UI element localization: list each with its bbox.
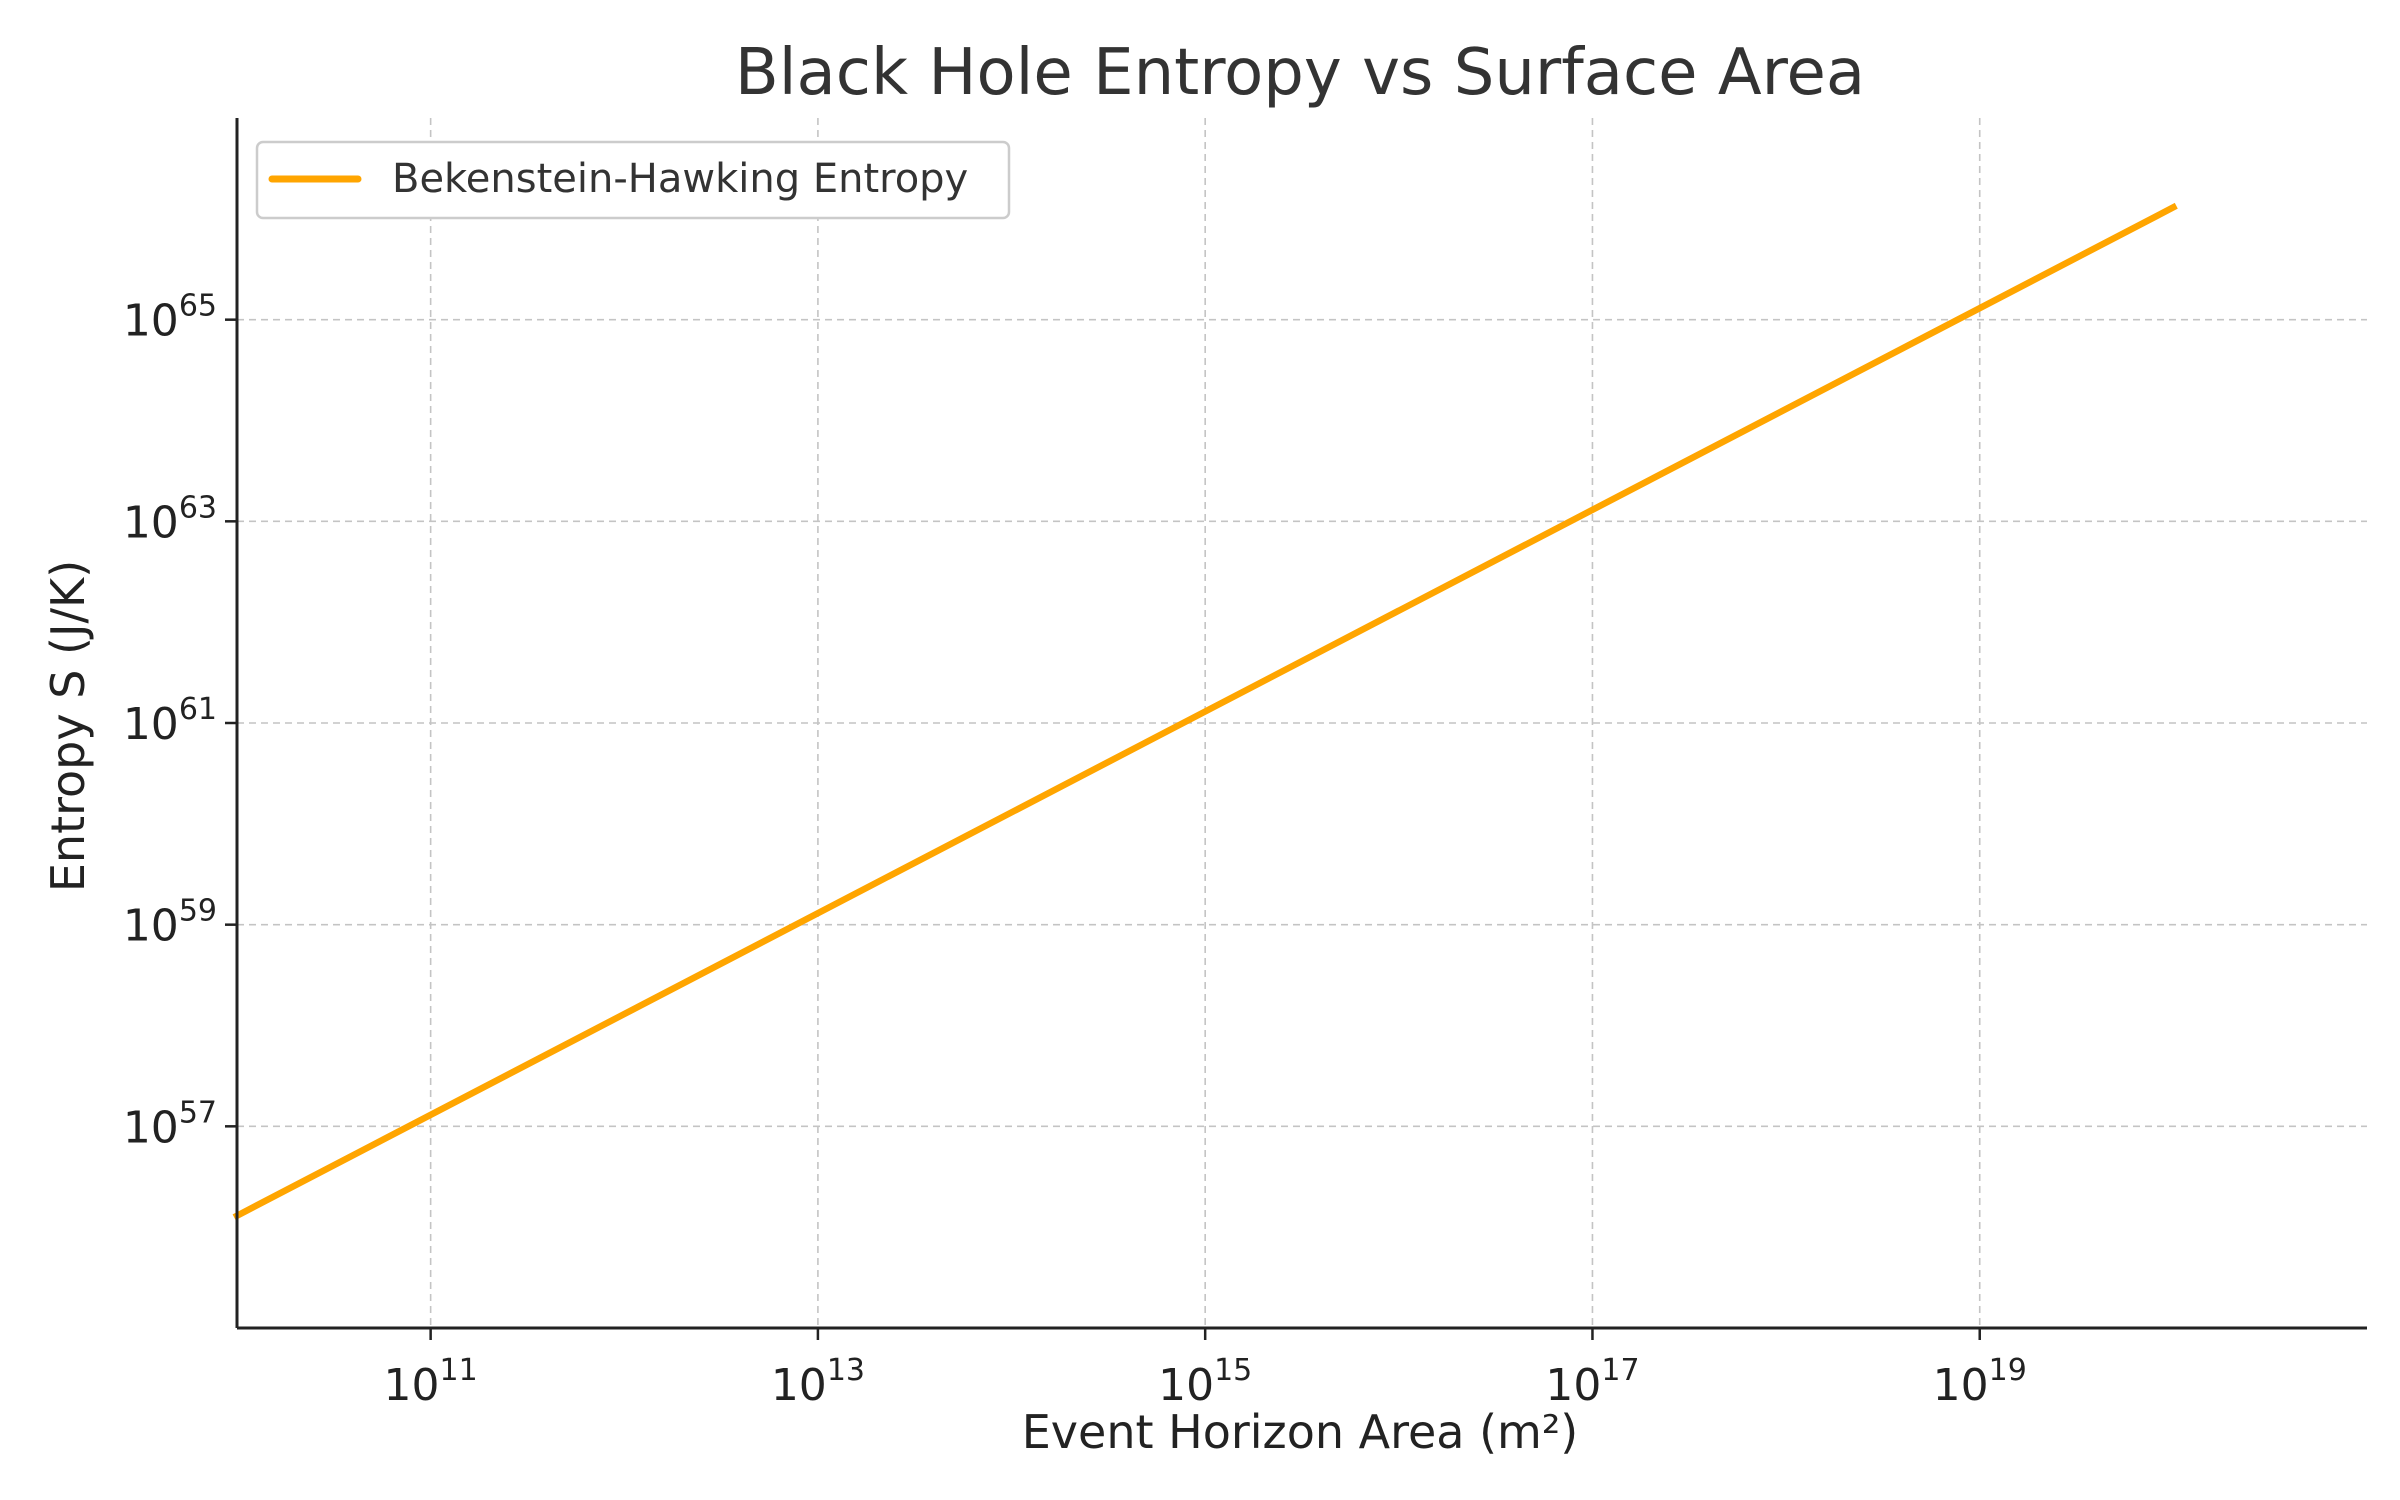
x-tick-exponent: 17 xyxy=(1601,1353,1639,1388)
y-tick-exponent: 57 xyxy=(179,1095,217,1130)
series-line-bekenstein-hawking xyxy=(232,202,2178,1221)
x-tick-base: 10 xyxy=(384,1360,440,1411)
y-tick-base: 10 xyxy=(123,1102,179,1153)
y-tick-exponent: 59 xyxy=(179,894,217,929)
y-tick-base: 10 xyxy=(123,296,179,347)
y-tick-exponent: 63 xyxy=(179,490,217,525)
chart-title: Black Hole Entropy vs Surface Area xyxy=(735,36,1865,110)
x-tick-exponent: 15 xyxy=(1214,1353,1252,1388)
x-tick-label: 1015 xyxy=(1158,1353,1252,1411)
x-tick-label: 1011 xyxy=(384,1353,478,1411)
y-tick-label: 1063 xyxy=(123,490,217,548)
y-tick-label: 1057 xyxy=(123,1095,217,1153)
x-tick-label: 1017 xyxy=(1545,1353,1639,1411)
x-tick-exponent: 11 xyxy=(440,1353,478,1388)
x-axis-label: Event Horizon Area (m²) xyxy=(1022,1405,1579,1459)
x-tick-base: 10 xyxy=(771,1360,827,1411)
axes-spines xyxy=(235,118,2367,1330)
x-tick-base: 10 xyxy=(1158,1360,1214,1411)
y-tick-exponent: 65 xyxy=(179,289,217,324)
x-tick-base: 10 xyxy=(1933,1360,1989,1411)
x-tick-label: 1013 xyxy=(771,1353,865,1411)
grid-lines xyxy=(237,118,2367,1328)
legend-label: Bekenstein-Hawking Entropy xyxy=(392,156,968,202)
x-tick-exponent: 13 xyxy=(827,1353,865,1388)
legend: Bekenstein-Hawking Entropy xyxy=(255,140,1011,220)
series-layer xyxy=(232,202,2178,1221)
y-axis-label: Entropy S (J/K) xyxy=(41,560,95,892)
x-tick-exponent: 19 xyxy=(1989,1353,2027,1388)
x-tick-label: 1019 xyxy=(1933,1353,2027,1411)
y-tick-label: 1061 xyxy=(123,692,217,750)
y-tick-exponent: 61 xyxy=(179,692,217,727)
x-axis-ticks: 1011 1013 1015 1017 1019 xyxy=(384,1328,2027,1411)
legend-box xyxy=(255,140,1011,220)
y-tick-label: 1065 xyxy=(123,289,217,347)
x-tick-base: 10 xyxy=(1545,1360,1601,1411)
y-tick-label: 1059 xyxy=(123,894,217,952)
y-tick-base: 10 xyxy=(123,901,179,952)
y-tick-base: 10 xyxy=(123,497,179,548)
y-tick-base: 10 xyxy=(123,699,179,750)
